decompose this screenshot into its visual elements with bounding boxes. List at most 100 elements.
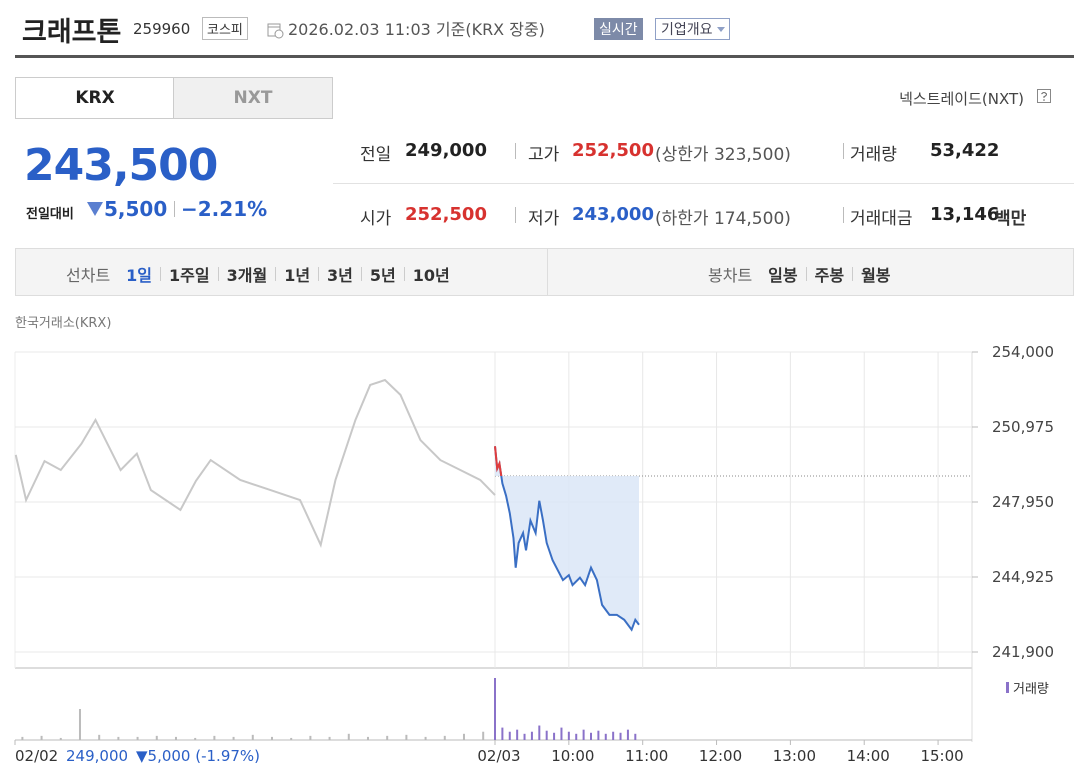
period-button[interactable]: 주봉: [814, 266, 845, 285]
volume-bar: [155, 735, 158, 740]
y-tick-label: 254,000: [992, 343, 1054, 361]
volume-bar: [619, 732, 622, 740]
separator: [805, 267, 807, 281]
volume-bar: [582, 729, 585, 740]
volume-bar: [545, 730, 548, 740]
separator: [515, 207, 516, 223]
stat-label: 거래대금: [850, 209, 913, 229]
stat-value: 243,000: [572, 204, 654, 225]
stat-label: 저가: [528, 209, 560, 229]
down-triangle: [87, 202, 103, 216]
volume-bar: [328, 736, 331, 740]
volume-bar: [366, 736, 369, 740]
y-tick-label: 250,975: [992, 418, 1054, 436]
change-label: 전일대비: [26, 207, 74, 222]
volume-legend: 거래량: [1013, 682, 1049, 697]
volume-bar: [612, 731, 615, 740]
stat-unit: 백만: [995, 209, 1027, 229]
volume-bar: [59, 737, 62, 740]
period-button[interactable]: 월봉: [861, 266, 891, 285]
volume-bar: [21, 736, 24, 740]
period-button[interactable]: 5년: [369, 266, 396, 285]
volume-bar: [117, 736, 120, 740]
x-tick-label: 12:00: [699, 747, 742, 765]
volume-bar: [290, 737, 293, 740]
volume-bar: [575, 733, 578, 740]
dropdown-arrow: [716, 27, 725, 32]
volume-bar: [597, 730, 600, 740]
x-tick-label: 11:00: [625, 747, 668, 765]
separator: [403, 267, 405, 281]
stat-value: 252,500: [405, 204, 487, 225]
x-tick-label: 15:00: [920, 747, 963, 765]
y-tick-label: 244,925: [992, 568, 1054, 586]
separator: [217, 267, 219, 281]
volume-bar: [590, 732, 592, 740]
volume-bar: [136, 736, 139, 740]
area: [495, 446, 639, 630]
volume-bar: [462, 733, 465, 740]
period-button[interactable]: 1년: [284, 266, 311, 285]
volume-bar: [232, 736, 235, 740]
realtime-button[interactable]: 실시간: [594, 18, 643, 40]
volume-bar: [482, 731, 485, 740]
period-button[interactable]: 3년: [327, 266, 353, 285]
volume-bar: [501, 727, 504, 740]
volume-bar: [347, 733, 350, 740]
volume-bar: [560, 727, 563, 740]
stat-value: 252,500: [572, 140, 654, 161]
volume-bar: [530, 731, 533, 740]
volume-bar: [516, 729, 519, 740]
volume-bar: [634, 733, 637, 740]
tab-krx[interactable]: KRX: [15, 77, 174, 119]
volume-bar: [405, 734, 408, 740]
company-info-button[interactable]: 기업개요: [655, 18, 730, 40]
market-badge: 코스피: [202, 17, 248, 40]
volume-bar: [523, 733, 526, 740]
stat-label: 시가: [360, 209, 392, 229]
stat-label: 고가: [528, 145, 560, 165]
nxt-link[interactable]: 넥스트레이드(NXT): [899, 90, 1024, 108]
separator: [360, 267, 362, 281]
y-tick-label: 247,950: [992, 493, 1054, 511]
x-tick-label: 13:00: [773, 747, 816, 765]
help-icon[interactable]: [1037, 89, 1052, 104]
period-button[interactable]: 1주일: [169, 266, 210, 285]
separator: [515, 143, 516, 159]
stat-label: 전일: [360, 145, 392, 165]
volume-bar: [98, 734, 101, 740]
period-button[interactable]: 10년: [412, 266, 450, 285]
period-button[interactable]: 3개월: [226, 266, 268, 285]
tab-nxt[interactable]: NXT: [173, 77, 333, 119]
chart-source: 한국거래소(KRX): [15, 316, 112, 331]
period-button[interactable]: 1일: [126, 266, 153, 285]
stat-limit: (상한가 323,500): [655, 145, 791, 165]
separator: [318, 267, 320, 281]
volume-bar: [40, 735, 43, 740]
timestamp: 2026.02.03 11:03 기준(KRX 장중): [288, 20, 545, 39]
volume-bar: [553, 732, 556, 740]
volume-bar: [270, 736, 273, 740]
stat-label: 거래량: [850, 145, 897, 165]
stock-name: 크래프톤: [22, 17, 122, 48]
x-tick-label: 02/03: [477, 747, 520, 765]
volume-bar: [309, 735, 312, 740]
x-tick-label: 14:00: [847, 747, 890, 765]
separator: [843, 207, 844, 223]
volume-bar: [508, 731, 511, 740]
price-line: [14, 378, 496, 548]
period-button[interactable]: 일봉: [768, 266, 798, 285]
toolbar-divider: [547, 249, 548, 295]
separator: [852, 267, 854, 281]
y-tick-label: 241,900: [992, 643, 1054, 661]
volume-bar: [443, 735, 446, 740]
volume-legend-swatch: [1006, 682, 1009, 693]
current-price: 243,500: [24, 140, 218, 191]
company-info-label: 기업개요: [661, 22, 713, 38]
volume-bar: [567, 731, 570, 740]
separator: [174, 201, 175, 217]
stat-limit: (하한가 174,500): [655, 209, 791, 229]
volume-bar: [386, 735, 389, 740]
change-percent: −2.21%: [181, 197, 268, 221]
